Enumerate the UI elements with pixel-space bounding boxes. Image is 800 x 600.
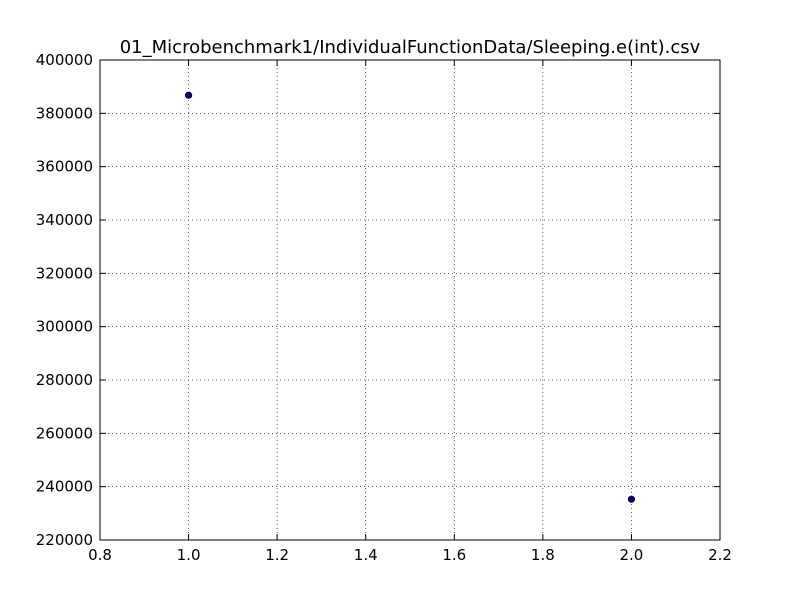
x-tick-label: 1.0 <box>177 546 201 564</box>
y-tick-label: 320000 <box>36 264 93 282</box>
y-tick-label: 400000 <box>36 51 93 69</box>
x-tick-label: 1.2 <box>265 546 289 564</box>
y-tick-label: 240000 <box>36 478 93 496</box>
y-tick-label: 280000 <box>36 371 93 389</box>
y-tick-label: 300000 <box>36 318 93 336</box>
x-tick-label: 1.4 <box>354 546 378 564</box>
y-tick-label: 220000 <box>36 531 93 549</box>
x-tick-label: 1.6 <box>442 546 466 564</box>
chart-title: 01_Microbenchmark1/IndividualFunctionDat… <box>120 37 701 58</box>
grid-layer <box>100 60 720 540</box>
y-tick-label: 380000 <box>36 104 93 122</box>
y-tick-label: 340000 <box>36 211 93 229</box>
data-point <box>627 495 636 503</box>
y-tick-label: 260000 <box>36 424 93 442</box>
x-tick-label: 2.2 <box>708 546 732 564</box>
point-layer <box>184 91 636 503</box>
x-tick-label: 0.8 <box>88 546 112 564</box>
x-tick-label: 1.8 <box>531 546 555 564</box>
tick-layer: 0.8 1.0 1.2 1.4 1.6 1.8 2.0 2.2 220000 240000 2600… <box>36 51 732 564</box>
data-point <box>184 91 193 99</box>
x-tick-label: 2.0 <box>619 546 643 564</box>
plot-frame <box>99 59 721 541</box>
y-tick-label: 360000 <box>36 158 93 176</box>
